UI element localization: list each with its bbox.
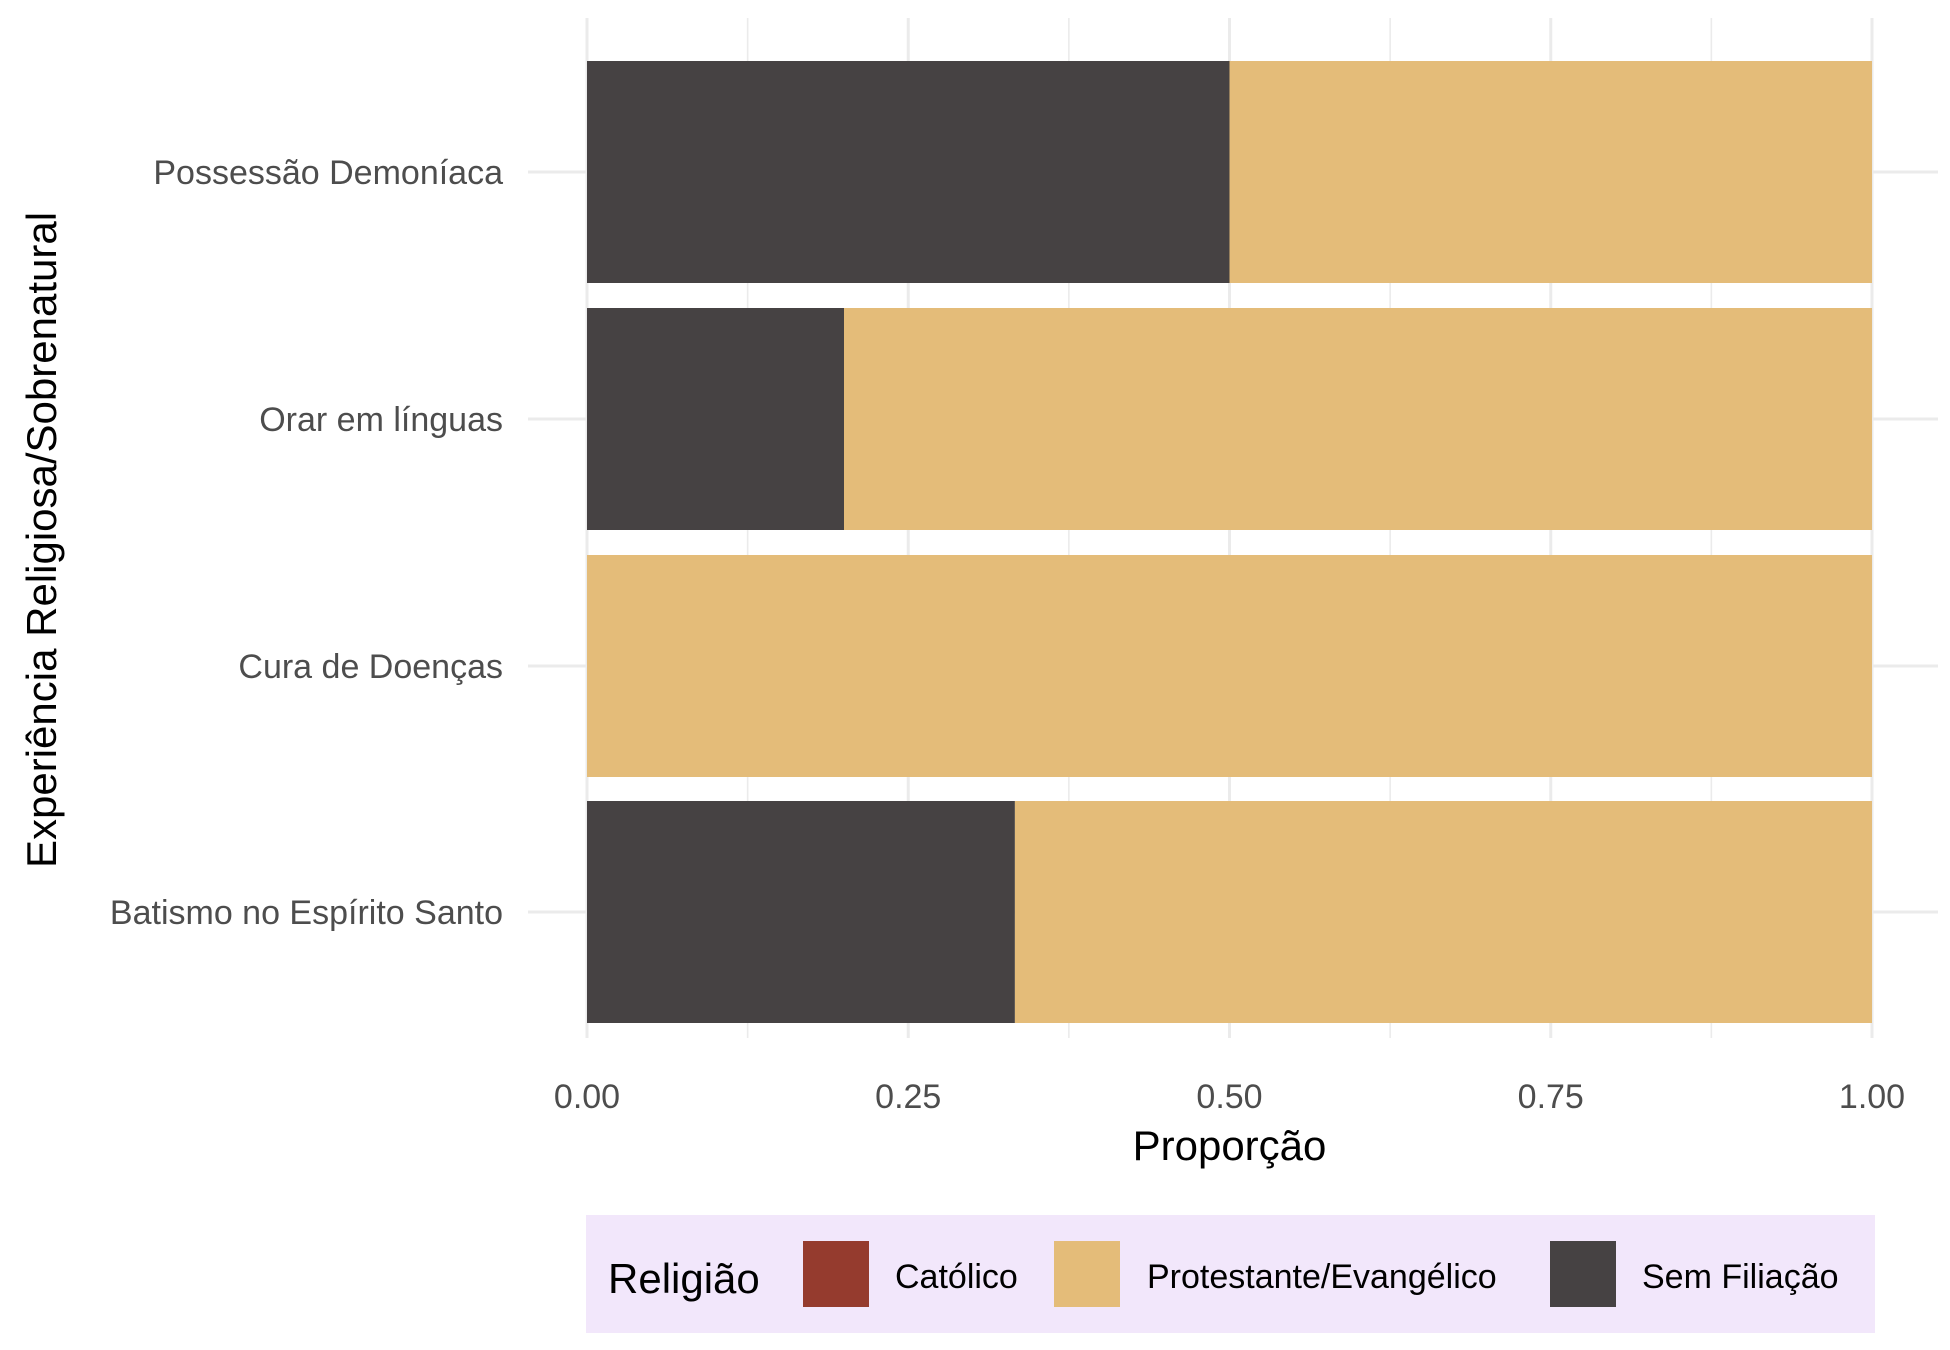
y-tick-label: Batismo no Espírito Santo [110,894,503,932]
legend-label: Protestante/Evangélico [1147,1258,1497,1296]
legend-label: Católico [895,1258,1018,1296]
legend-key [1550,1241,1616,1307]
bar-segment [587,801,1015,1023]
bars [587,61,1872,1023]
bar-segment [1014,801,1872,1023]
legend-key [803,1241,869,1307]
x-tick-label: 0.25 [875,1078,941,1116]
x-tick-label: 1.00 [1839,1078,1905,1116]
x-tick-label: 0.50 [1196,1078,1262,1116]
legend-background [586,1215,1875,1333]
legend-title: Religião [608,1255,760,1302]
bar-segment [587,308,844,530]
bar-segment [587,555,1872,777]
y-tick-labels: Possessão Demoníaca Orar em línguas Cura d… [110,154,503,932]
x-tick-label: 0.75 [1518,1078,1584,1116]
bar-segment [844,308,1872,530]
x-axis-title: Proporção [1133,1122,1327,1169]
legend-key [1054,1241,1120,1307]
legend-label: Sem Filiação [1642,1258,1839,1296]
x-tick-label: 0.00 [554,1078,620,1116]
bar-segment [1229,61,1872,283]
x-tick-labels: 0.00 0.25 0.50 0.75 1.00 [554,1078,1905,1116]
y-tick-label: Possessão Demoníaca [153,154,503,192]
y-tick-label: Orar em línguas [259,401,503,439]
y-tick-label: Cura de Doenças [238,648,503,686]
y-axis-title: Experiência Religiosa/Sobrenatural [18,212,65,868]
legend-items: Católico Protestante/Evangélico Sem Filiaç… [803,1241,1839,1307]
bar-segment [587,61,1230,283]
legend: Religião Católico Protestante/Evangélico S… [586,1215,1875,1333]
